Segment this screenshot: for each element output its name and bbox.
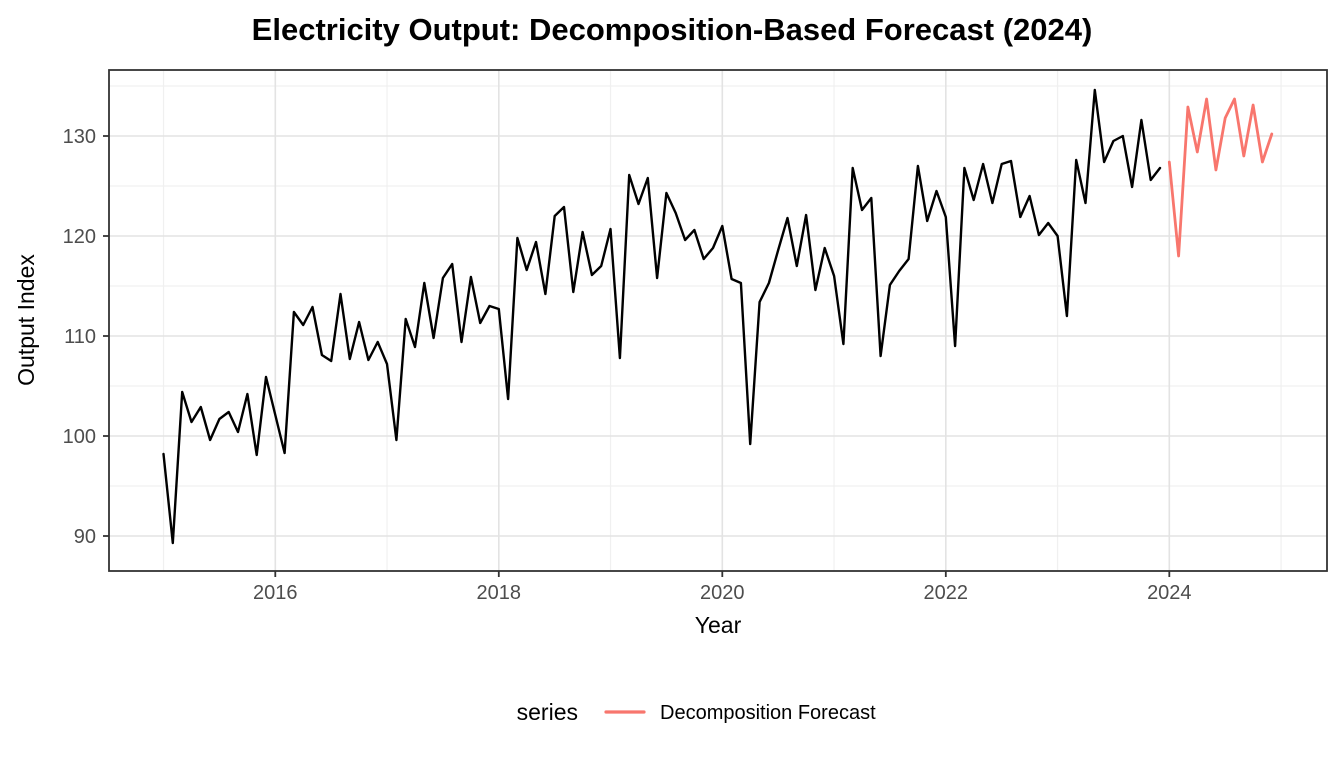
legend-title: series	[517, 699, 578, 725]
y-tick-label: 90	[74, 526, 96, 548]
y-axis-title: Output Index	[13, 254, 39, 386]
x-tick-label: 2024	[1147, 582, 1192, 604]
chart-title: Electricity Output: Decomposition-Based …	[252, 12, 1093, 47]
x-axis-tick-labels: 2016 2018 2020 2022 2024	[253, 582, 1192, 604]
x-tick-label: 2016	[253, 582, 298, 604]
line-decomposition-forecast	[1167, 97, 1274, 258]
y-axis-tick-labels: 90 100 110 120 130	[63, 126, 96, 548]
gridlines-minor	[109, 70, 1327, 571]
x-tick-label: 2022	[924, 582, 969, 604]
plot-panel-border	[108, 69, 1328, 572]
plot-panel-background	[109, 70, 1327, 571]
series-lines	[162, 88, 1274, 545]
y-tick-label: 120	[63, 226, 96, 248]
legend: series Decomposition Forecast	[517, 699, 876, 725]
axis-tick-marks	[103, 135, 1171, 577]
y-tick-label: 130	[63, 126, 96, 148]
x-tick-label: 2020	[700, 582, 745, 604]
x-axis-title: Year	[695, 612, 742, 638]
y-tick-label: 100	[63, 426, 96, 448]
x-tick-label: 2018	[477, 582, 522, 604]
y-tick-label: 110	[64, 326, 96, 348]
line-historical	[162, 88, 1162, 545]
gridlines-major	[109, 70, 1327, 571]
legend-forecast-label: Decomposition Forecast	[660, 702, 876, 724]
